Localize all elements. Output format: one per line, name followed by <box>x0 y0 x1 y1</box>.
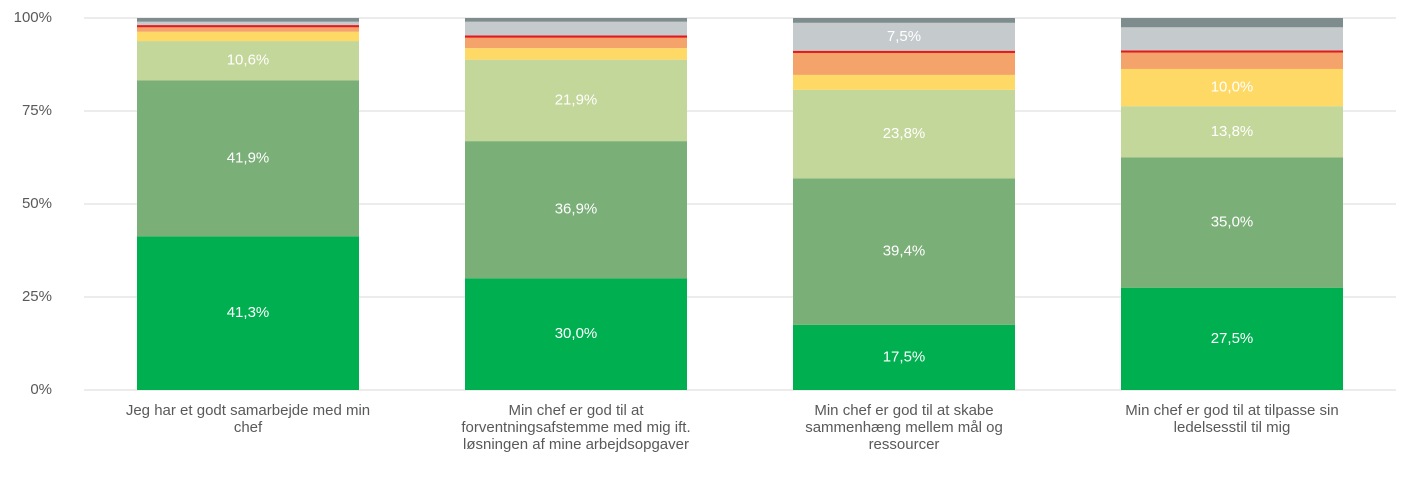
y-tick-label: 25% <box>22 288 52 305</box>
bar-segment <box>137 80 359 237</box>
bar-segment <box>793 22 1015 51</box>
bar-segment <box>465 37 687 49</box>
data-label: 36,9% <box>555 201 598 218</box>
bar-segment <box>137 41 359 81</box>
bar-segment <box>1121 27 1343 51</box>
data-label: 17,5% <box>883 348 926 365</box>
bar-segment <box>137 18 359 22</box>
bar-segment <box>1121 18 1343 28</box>
bar-segment <box>465 18 687 22</box>
bar-segment <box>793 52 1015 75</box>
y-tick-label: 75% <box>22 102 52 119</box>
data-label: 10,6% <box>227 52 270 69</box>
x-tick-label: Jeg har et godt samarbejde med min chef <box>125 402 371 436</box>
data-label: 30,0% <box>555 325 598 342</box>
bar-segment <box>137 31 359 42</box>
data-label: 23,8% <box>883 125 926 142</box>
bar-segment <box>793 50 1015 53</box>
bar-segment <box>793 324 1015 390</box>
y-tick-label: 100% <box>14 9 52 26</box>
bar-segment <box>137 25 359 28</box>
data-label: 10,0% <box>1211 79 1254 96</box>
data-label: 41,9% <box>227 149 270 166</box>
bar-segment <box>1121 52 1343 69</box>
bar-segment <box>137 27 359 32</box>
data-label: 27,5% <box>1211 330 1254 347</box>
y-tick-label: 50% <box>22 195 52 212</box>
data-label: 41,3% <box>227 304 270 321</box>
bar-segment <box>137 236 359 390</box>
bar-segment <box>137 21 359 26</box>
bar-segment <box>465 278 687 390</box>
data-label: 35,0% <box>1211 214 1254 231</box>
bar-segment <box>1121 287 1343 390</box>
bar-segment <box>793 74 1015 90</box>
bar-segment <box>465 141 687 279</box>
x-tick-label: Min chef er god til at forventningsafste… <box>461 402 691 453</box>
bar-segment <box>465 48 687 60</box>
data-label: 21,9% <box>555 91 598 108</box>
data-label: 7,5% <box>887 28 921 45</box>
bar-segment <box>465 21 687 36</box>
bar-segment <box>1121 157 1343 288</box>
data-label: 13,8% <box>1211 123 1254 140</box>
bar-segment <box>1121 106 1343 158</box>
bar-segment <box>465 59 687 142</box>
bar-segment <box>465 35 687 38</box>
bar-segment <box>1121 68 1343 107</box>
bar-segment <box>1121 50 1343 53</box>
y-tick-label: 0% <box>30 381 52 398</box>
bar-segment <box>793 89 1015 179</box>
x-tick-label: Min chef er god til at skabe sammenhæng … <box>805 402 1003 453</box>
bar-segment <box>793 18 1015 23</box>
data-label: 39,4% <box>883 243 926 260</box>
bar-segment <box>793 178 1015 325</box>
x-tick-label: Min chef er god til at tilpasse sin lede… <box>1125 402 1339 436</box>
